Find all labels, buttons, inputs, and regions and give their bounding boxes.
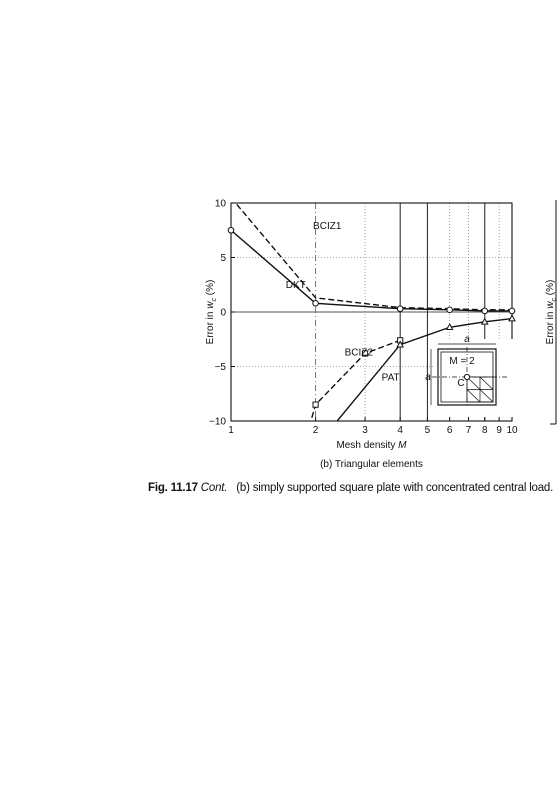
caption-cont: Cont. [200,482,228,494]
inset-label-m: M = 2 [449,356,475,367]
inset-center-point [463,373,471,381]
marker-pat [480,317,489,325]
series-label-dkt: DKT [286,280,306,291]
chart-subtitle: (b) Triangular elements [320,459,423,470]
y-tick-label: 5 [220,253,226,264]
x-tick-label: 5 [425,425,431,436]
right-panel-y-axis-label: Error in wc (%) [545,280,558,345]
caption-figure-label: Fig. 11.17 [148,482,198,494]
marker-dkt [508,307,516,315]
marker-dkt [396,305,404,313]
x-tick-label: 7 [466,425,472,436]
marker-dkt [446,306,453,314]
inset-mesh-diagonal [479,376,494,390]
marker-dkt [312,299,319,307]
x-tick-label: 10 [506,425,518,436]
x-tick-label: 2 [313,425,319,436]
x-tick-label: 1 [228,425,234,436]
x-tick-label: 8 [482,425,488,436]
inset-label-a-top: a [464,334,470,345]
x-tick-label: 9 [496,425,502,436]
x-tick-label: 6 [447,425,453,436]
marker-dkt [227,226,235,234]
caption-text: (b) simply supported square plate with c… [236,482,554,494]
x-axis-label: Mesh density M [336,440,407,451]
marker-bciz2 [312,401,319,408]
inset-label-c: C [457,378,464,389]
y-axis-label: Error in wc (%) [205,280,218,345]
inset-mesh-diagonal [466,389,481,403]
inset-mesh-diagonal [466,376,494,403]
series-label-pat: PAT [382,373,400,384]
series-label-bciz1: BCIZ1 [313,221,342,232]
figure-caption: Fig. 11.17 Cont. (b) simply supported sq… [148,482,553,494]
y-tick-label: 0 [220,308,226,319]
y-tick-label: −10 [209,417,226,428]
marker-pat [396,340,405,348]
inset-label-a-left: a [425,372,431,383]
x-tick-label: 3 [362,425,368,436]
series-line-bciz2 [310,339,401,421]
series-label-bciz2: BCIZ2 [345,348,374,359]
series-line-bciz1 [234,203,512,311]
marker-pat [508,314,516,322]
x-tick-label: 4 [397,425,403,436]
marker-bciz2 [361,350,369,357]
marker-dkt [481,307,489,315]
marker-pat [445,323,454,331]
y-tick-label: 10 [215,199,227,210]
series-line-dkt [231,229,512,312]
y-tick-label: −5 [215,362,227,373]
